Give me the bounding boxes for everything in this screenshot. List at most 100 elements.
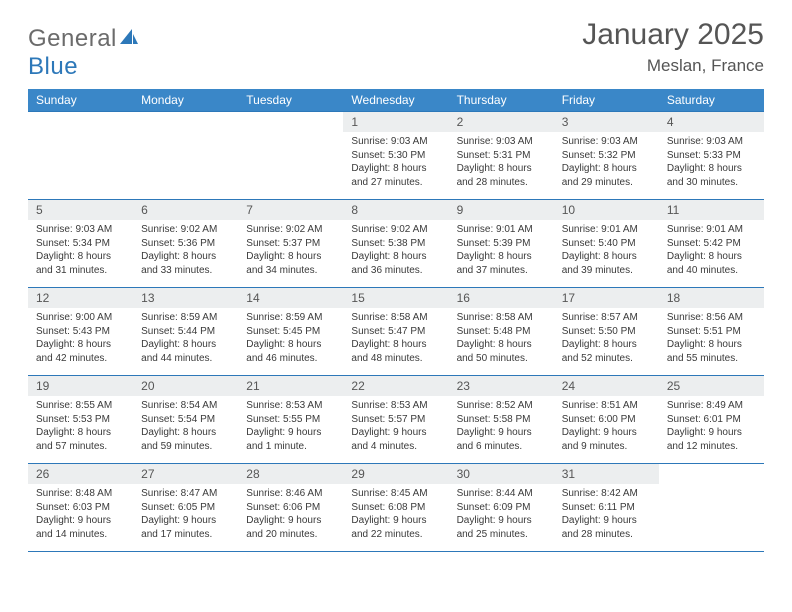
day-number: 8 [343,200,448,220]
sunrise-text: Sunrise: 9:01 AM [667,223,756,237]
day-details: Sunrise: 9:02 AMSunset: 5:38 PMDaylight:… [343,220,448,283]
day-cell: 28Sunrise: 8:46 AMSunset: 6:06 PMDayligh… [238,464,343,552]
day-number: 24 [554,376,659,396]
day-details: Sunrise: 8:59 AMSunset: 5:45 PMDaylight:… [238,308,343,371]
daylight-text: Daylight: 8 hours and 50 minutes. [457,338,546,365]
day-number: 12 [28,288,133,308]
day-number: 3 [554,112,659,132]
sunrise-text: Sunrise: 8:53 AM [351,399,440,413]
day-number: 4 [659,112,764,132]
daylight-text: Daylight: 8 hours and 55 minutes. [667,338,756,365]
sunset-text: Sunset: 6:03 PM [36,501,125,515]
daylight-text: Daylight: 8 hours and 34 minutes. [246,250,335,277]
sunset-text: Sunset: 5:55 PM [246,413,335,427]
month-title: January 2025 [582,18,764,52]
day-details: Sunrise: 8:53 AMSunset: 5:57 PMDaylight:… [343,396,448,459]
daylight-text: Daylight: 8 hours and 36 minutes. [351,250,440,277]
day-number: 5 [28,200,133,220]
day-cell: 18Sunrise: 8:56 AMSunset: 5:51 PMDayligh… [659,288,764,376]
daylight-text: Daylight: 8 hours and 27 minutes. [351,162,440,189]
day-details: Sunrise: 8:59 AMSunset: 5:44 PMDaylight:… [133,308,238,371]
day-cell: 15Sunrise: 8:58 AMSunset: 5:47 PMDayligh… [343,288,448,376]
sunset-text: Sunset: 5:42 PM [667,237,756,251]
location-label: Meslan, France [582,56,764,76]
calendar-page: General Blue January 2025 Meslan, France… [0,0,792,552]
day-cell: 21Sunrise: 8:53 AMSunset: 5:55 PMDayligh… [238,376,343,464]
day-details: Sunrise: 8:52 AMSunset: 5:58 PMDaylight:… [449,396,554,459]
sunset-text: Sunset: 6:09 PM [457,501,546,515]
day-cell: 14Sunrise: 8:59 AMSunset: 5:45 PMDayligh… [238,288,343,376]
brand-logo: General Blue [28,18,139,81]
day-details: Sunrise: 8:42 AMSunset: 6:11 PMDaylight:… [554,484,659,547]
day-number: 20 [133,376,238,396]
sunrise-text: Sunrise: 8:56 AM [667,311,756,325]
day-cell: 4Sunrise: 9:03 AMSunset: 5:33 PMDaylight… [659,112,764,200]
day-details: Sunrise: 8:58 AMSunset: 5:47 PMDaylight:… [343,308,448,371]
sunset-text: Sunset: 6:01 PM [667,413,756,427]
daylight-text: Daylight: 8 hours and 52 minutes. [562,338,651,365]
sunset-text: Sunset: 5:34 PM [36,237,125,251]
sunset-text: Sunset: 5:36 PM [141,237,230,251]
day-number: 10 [554,200,659,220]
sunset-text: Sunset: 5:47 PM [351,325,440,339]
day-details: Sunrise: 8:48 AMSunset: 6:03 PMDaylight:… [28,484,133,547]
daylight-text: Daylight: 8 hours and 30 minutes. [667,162,756,189]
sunrise-text: Sunrise: 9:03 AM [562,135,651,149]
weekday-header-row: Sunday Monday Tuesday Wednesday Thursday… [28,89,764,112]
sunrise-text: Sunrise: 8:47 AM [141,487,230,501]
calendar-week-row: 5Sunrise: 9:03 AMSunset: 5:34 PMDaylight… [28,200,764,288]
day-number: 18 [659,288,764,308]
day-number: 23 [449,376,554,396]
sunrise-text: Sunrise: 9:02 AM [351,223,440,237]
day-details: Sunrise: 9:01 AMSunset: 5:42 PMDaylight:… [659,220,764,283]
day-details: Sunrise: 8:53 AMSunset: 5:55 PMDaylight:… [238,396,343,459]
daylight-text: Daylight: 9 hours and 14 minutes. [36,514,125,541]
daylight-text: Daylight: 9 hours and 25 minutes. [457,514,546,541]
weekday-header: Wednesday [343,89,448,112]
day-details: Sunrise: 8:57 AMSunset: 5:50 PMDaylight:… [554,308,659,371]
brand-text: General Blue [28,24,139,81]
calendar-table: Sunday Monday Tuesday Wednesday Thursday… [28,89,764,552]
day-cell: 1Sunrise: 9:03 AMSunset: 5:30 PMDaylight… [343,112,448,200]
sunrise-text: Sunrise: 8:52 AM [457,399,546,413]
day-number: 6 [133,200,238,220]
sunset-text: Sunset: 6:05 PM [141,501,230,515]
sunrise-text: Sunrise: 8:55 AM [36,399,125,413]
sunrise-text: Sunrise: 8:59 AM [246,311,335,325]
daylight-text: Daylight: 8 hours and 28 minutes. [457,162,546,189]
sunset-text: Sunset: 5:58 PM [457,413,546,427]
daylight-text: Daylight: 8 hours and 48 minutes. [351,338,440,365]
daylight-text: Daylight: 9 hours and 17 minutes. [141,514,230,541]
day-number: 9 [449,200,554,220]
weekday-header: Monday [133,89,238,112]
day-cell: 23Sunrise: 8:52 AMSunset: 5:58 PMDayligh… [449,376,554,464]
day-cell: 16Sunrise: 8:58 AMSunset: 5:48 PMDayligh… [449,288,554,376]
day-cell: 27Sunrise: 8:47 AMSunset: 6:05 PMDayligh… [133,464,238,552]
day-number: 19 [28,376,133,396]
sunset-text: Sunset: 5:53 PM [36,413,125,427]
calendar-week-row: 26Sunrise: 8:48 AMSunset: 6:03 PMDayligh… [28,464,764,552]
day-number: 26 [28,464,133,484]
daylight-text: Daylight: 8 hours and 39 minutes. [562,250,651,277]
day-details: Sunrise: 8:46 AMSunset: 6:06 PMDaylight:… [238,484,343,547]
weekday-header: Friday [554,89,659,112]
sunset-text: Sunset: 5:45 PM [246,325,335,339]
day-number: 31 [554,464,659,484]
day-cell: 9Sunrise: 9:01 AMSunset: 5:39 PMDaylight… [449,200,554,288]
sunrise-text: Sunrise: 8:53 AM [246,399,335,413]
calendar-body: 1Sunrise: 9:03 AMSunset: 5:30 PMDaylight… [28,112,764,552]
daylight-text: Daylight: 8 hours and 31 minutes. [36,250,125,277]
day-cell: 6Sunrise: 9:02 AMSunset: 5:36 PMDaylight… [133,200,238,288]
sunset-text: Sunset: 5:30 PM [351,149,440,163]
sunrise-text: Sunrise: 9:01 AM [562,223,651,237]
sunrise-text: Sunrise: 8:44 AM [457,487,546,501]
day-cell: 2Sunrise: 9:03 AMSunset: 5:31 PMDaylight… [449,112,554,200]
sunrise-text: Sunrise: 8:51 AM [562,399,651,413]
weekday-header: Tuesday [238,89,343,112]
day-number: 22 [343,376,448,396]
day-cell: 5Sunrise: 9:03 AMSunset: 5:34 PMDaylight… [28,200,133,288]
brand-part2: Blue [28,53,78,80]
brand-part1: General [28,25,117,52]
daylight-text: Daylight: 9 hours and 9 minutes. [562,426,651,453]
calendar-week-row: 19 Sunrise: 8:55 AMSunset: 5:53 PM Dayligh… [28,376,764,464]
